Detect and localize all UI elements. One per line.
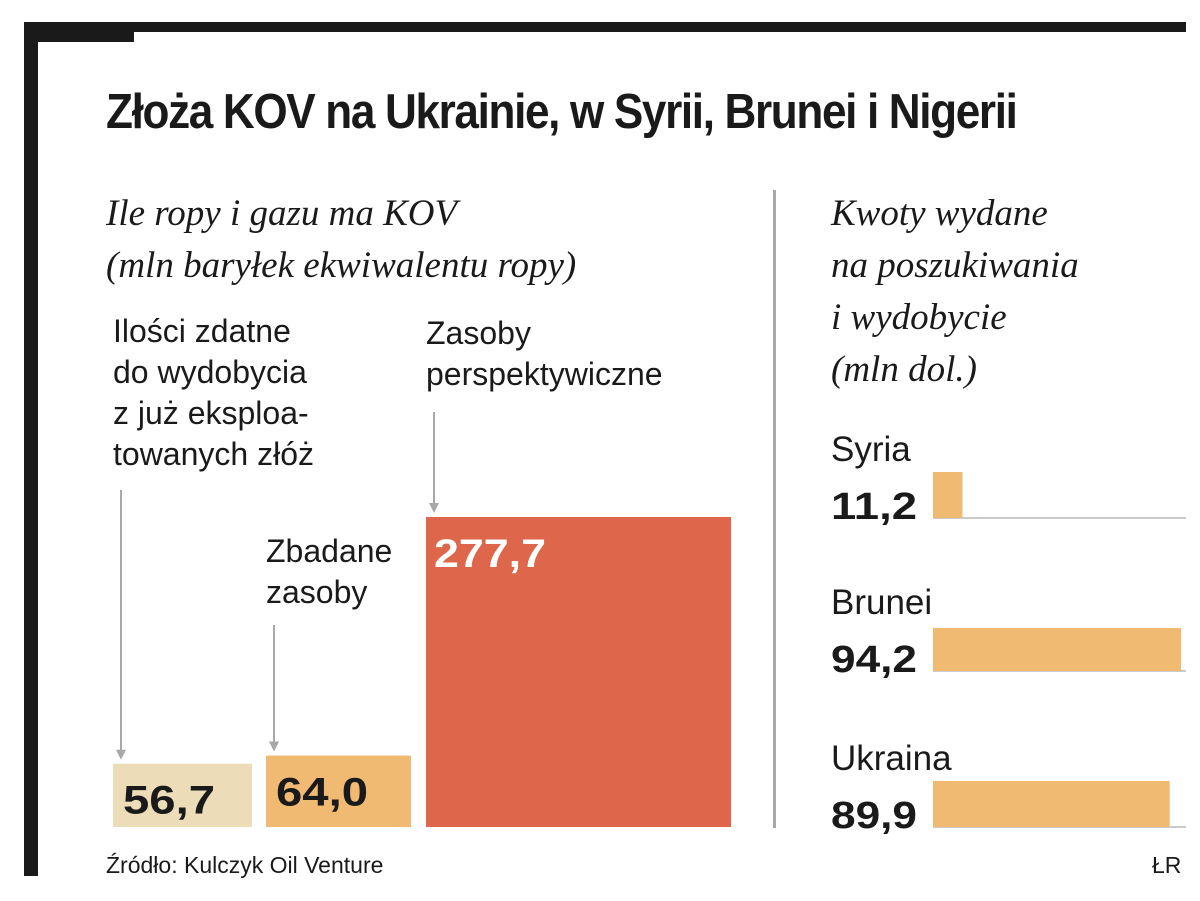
pointer-arrowhead-1 [116,749,126,760]
author-credit: ŁR [1152,852,1182,878]
bar-value-label-1: 56,7 [123,779,215,823]
right-chart-title-line-4: (mln dol.) [831,349,977,390]
left-chart-subtitle: (mln baryłek ekwiwalentu ropy) [106,245,577,286]
right-chart-title-line-2: na poszukiwania [831,245,1079,286]
category-label-brunei: Brunei [831,583,932,622]
category-label-2-line-1: Zbadane [266,533,393,569]
source-note: Źródło: Kulczyk Oil Venture [106,852,384,878]
right-chart-title-line-3: i wydobycie [831,297,1007,338]
right-chart-title-line-1: Kwoty wydane [831,193,1048,234]
frame-corner [24,22,134,42]
category-label-1-line-3: z już eksploa- [113,395,309,431]
chart-title: Złoża KOV na Ukrainie, w Syrii, Brunei i… [106,85,1018,139]
pointer-arrowhead-2 [269,741,279,752]
bar-2 [266,755,411,827]
category-label-1-line-4: towanych złóż [113,436,314,472]
bar-value-label-2: 64,0 [276,771,368,815]
hbar-syria [933,472,963,518]
bar-3 [426,517,731,827]
category-label-1-line-2: do wydobycia [113,354,307,390]
category-label-2-line-2: zasoby [266,574,368,610]
value-label-brunei: 94,2 [831,639,917,681]
pointer-arrowhead-3 [429,503,439,513]
category-label-syria: Syria [831,430,911,469]
value-label-syria: 11,2 [831,486,917,528]
category-label-1-line-1: Ilości zdatne [113,313,291,349]
value-label-ukraina: 89,9 [831,795,917,837]
section-divider [773,190,776,828]
bar-value-label-3: 277,7 [434,532,546,576]
frame-top-rule [24,22,1186,32]
category-label-ukraina: Ukraina [831,739,952,778]
frame-left-rule [24,22,38,876]
bar-1 [113,763,252,827]
category-label-3-line-2: perspektywiczne [426,356,663,392]
hbar-brunei [933,628,1181,671]
hbar-ukraina [933,781,1170,827]
left-chart-title: Ile ropy i gazu ma KOV [106,193,458,234]
category-label-3-line-1: Zasoby [426,315,531,351]
